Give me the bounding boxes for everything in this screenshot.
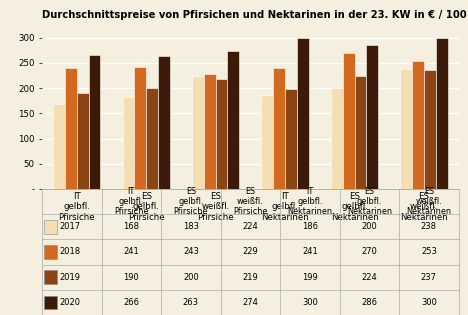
- Text: Durchschnittspreise von Pfirsichen und Nektarinen in der 23. KW in € / 100 kg: Durchschnittspreise von Pfirsichen und N…: [42, 10, 468, 20]
- Text: 224: 224: [242, 222, 258, 231]
- Bar: [88, 55, 101, 189]
- Bar: [192, 76, 204, 189]
- Text: 199: 199: [302, 273, 318, 282]
- Text: ES
weißfl.
Pfirsiche: ES weißfl. Pfirsiche: [233, 187, 268, 216]
- Text: 200: 200: [183, 273, 199, 282]
- Text: IT
gelbfl.
Pfirsiche: IT gelbfl. Pfirsiche: [114, 187, 149, 216]
- Bar: [227, 51, 239, 189]
- Bar: [44, 245, 57, 259]
- Bar: [366, 45, 378, 189]
- Text: 263: 263: [183, 298, 199, 307]
- Text: 286: 286: [361, 298, 377, 307]
- Text: 253: 253: [421, 248, 437, 256]
- Bar: [412, 61, 424, 189]
- Text: 168: 168: [124, 222, 139, 231]
- Text: 241: 241: [302, 248, 318, 256]
- Text: 238: 238: [421, 222, 437, 231]
- Text: 266: 266: [124, 298, 139, 307]
- Text: ES
gelbfl.
Nektarinen: ES gelbfl. Nektarinen: [347, 187, 392, 216]
- Text: 241: 241: [124, 248, 139, 256]
- Bar: [424, 70, 436, 189]
- Bar: [331, 88, 343, 189]
- Bar: [400, 69, 412, 189]
- Text: 300: 300: [302, 298, 318, 307]
- Text: ES
weißfl.
Nektarinen: ES weißfl. Nektarinen: [406, 187, 452, 216]
- Bar: [44, 295, 57, 309]
- Text: 2017: 2017: [59, 222, 80, 231]
- Text: 200: 200: [361, 222, 377, 231]
- Bar: [44, 270, 57, 284]
- Text: 224: 224: [361, 273, 377, 282]
- Bar: [355, 76, 366, 189]
- Bar: [158, 56, 170, 189]
- Text: 229: 229: [242, 248, 258, 256]
- Bar: [436, 38, 447, 189]
- Bar: [53, 104, 65, 189]
- Bar: [65, 67, 77, 189]
- Text: 183: 183: [183, 222, 199, 231]
- Bar: [204, 74, 216, 189]
- Bar: [77, 93, 88, 189]
- Bar: [134, 66, 146, 189]
- Text: 219: 219: [242, 273, 258, 282]
- Text: 300: 300: [421, 298, 437, 307]
- Text: 270: 270: [361, 248, 377, 256]
- Bar: [262, 95, 273, 189]
- Bar: [146, 88, 158, 189]
- Bar: [44, 220, 57, 234]
- Bar: [297, 38, 309, 189]
- Text: 237: 237: [421, 273, 437, 282]
- Text: 186: 186: [302, 222, 318, 231]
- Text: 2018: 2018: [59, 248, 80, 256]
- Bar: [216, 79, 227, 189]
- Bar: [343, 53, 355, 189]
- Text: 2020: 2020: [59, 298, 80, 307]
- Bar: [285, 89, 297, 189]
- Text: 190: 190: [124, 273, 139, 282]
- Bar: [273, 67, 285, 189]
- Text: IT
gelbfl.
Nektarinen: IT gelbfl. Nektarinen: [287, 187, 332, 216]
- Text: 243: 243: [183, 248, 199, 256]
- Text: 2019: 2019: [59, 273, 80, 282]
- Bar: [123, 97, 134, 189]
- Text: ES
gelbfl.
Pfirsiche: ES gelbfl. Pfirsiche: [174, 187, 208, 216]
- Text: 274: 274: [242, 298, 258, 307]
